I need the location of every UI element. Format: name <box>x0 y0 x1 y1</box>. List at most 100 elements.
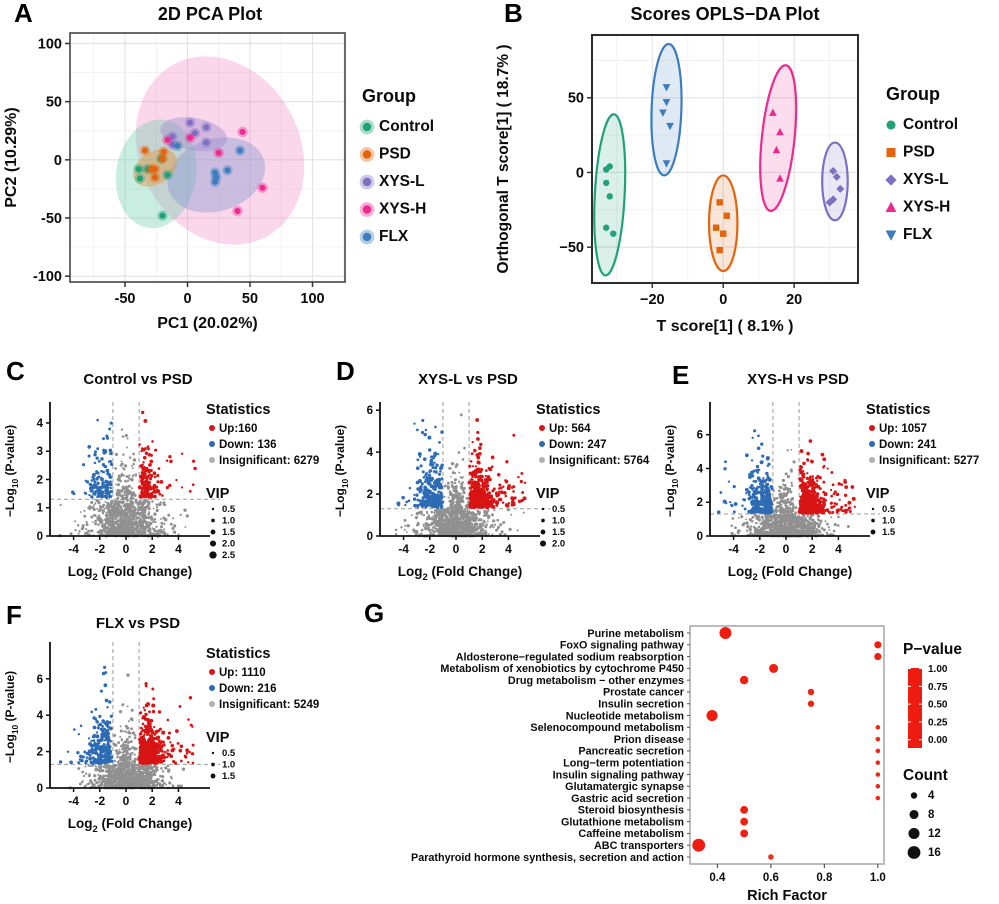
chart-title: 2D PCA Plot <box>158 4 262 24</box>
y-axis-label: PC2 (10.29%) <box>3 107 20 208</box>
pathway-label: Prostate cancer <box>603 687 685 699</box>
y-tick-label: 0 <box>697 531 703 543</box>
x-tick-label: 0.6 <box>763 872 779 884</box>
vip-value: 0.5 <box>222 504 236 515</box>
legend-label-psd: PSD <box>903 144 935 161</box>
vip-value: 1.5 <box>552 527 566 538</box>
x-tick-label: 2 <box>149 542 156 556</box>
y-tick-label: 0 <box>54 153 62 169</box>
x-tick-label: 4 <box>505 542 512 556</box>
x-tick-label: 4 <box>175 542 182 556</box>
up-points <box>797 439 857 515</box>
y-tick-label: −50 <box>559 240 584 256</box>
pathway-label: Pancreatic secretion <box>578 746 684 758</box>
colorbar-tick-label: 1.00 <box>928 664 948 675</box>
x-tick-label: 4 <box>175 794 182 808</box>
legend-label-xys-l: XYS-L <box>379 173 425 190</box>
pathway-label: Insulin secretion <box>598 699 684 711</box>
x-tick-label: -2 <box>424 542 435 556</box>
stat-up: Up: 564 <box>549 423 591 435</box>
pathway-dot <box>768 854 774 860</box>
legend-label-control: Control <box>379 118 434 135</box>
up-points <box>137 410 197 499</box>
y-tick-label: 0 <box>576 165 584 181</box>
y-tick-label: -50 <box>41 211 62 227</box>
y-tick-label: 4 <box>37 710 44 722</box>
panel-letter-e: E <box>672 360 690 390</box>
confidence-ellipses <box>593 42 849 277</box>
stat-up: Up: 1057 <box>879 423 927 435</box>
pathway-label: Nucleotide metabolism <box>566 710 684 722</box>
panel-letter-b: B <box>504 0 523 28</box>
vip-value: 1.0 <box>222 516 235 527</box>
pathway-dot <box>875 772 881 777</box>
pathway-label: Purine metabolism <box>587 628 684 640</box>
pathway-label: Aldosterone−regulated sodium reabsorptio… <box>456 651 684 663</box>
stat-down: Down: 216 <box>219 683 277 695</box>
vip-value: 1.5 <box>882 527 896 538</box>
panel-f: -4 -2 0 2 4 0 2 4 6 FLX vs PSD Log2 (Fold Change) −… <box>3 615 319 835</box>
volcano-xysh-vs-psd: -4 -2 0 2 4 0 2 4 6 XYS-H vs PSD Log2 (Fold Change… <box>663 371 979 583</box>
vip-value: 1.5 <box>222 771 236 782</box>
y-tick-label: 2 <box>37 474 43 486</box>
insignificant-points <box>68 673 186 790</box>
vip-value: 1.0 <box>882 516 895 527</box>
points-flx <box>172 140 246 188</box>
x-tick-label: 2 <box>149 794 156 808</box>
pathway-label: Caffeine metabolism <box>578 828 684 840</box>
vip-value: 2.0 <box>222 539 235 550</box>
pathway-label: Glutathione metabolism <box>561 816 684 828</box>
chart-title: XYS-L vs PSD <box>418 371 518 388</box>
count-legend-title: Count <box>903 767 948 784</box>
pathway-dot <box>740 817 749 826</box>
panel-letter-f: F <box>6 600 22 630</box>
x-tick-label: 0 <box>123 542 130 556</box>
x-tick-label: -2 <box>94 542 105 556</box>
x-tick-label: 50 <box>242 291 258 307</box>
legend-label-psd: PSD <box>379 146 411 163</box>
pathway-label: Prion disease <box>614 734 684 746</box>
up-points <box>467 418 527 510</box>
stats-legend-title: Statistics <box>866 402 930 418</box>
ellipse-psd <box>707 174 739 273</box>
pvalue-legend-title: P−value <box>903 641 962 658</box>
vip-value: 2.5 <box>222 550 236 561</box>
y-tick-label: 0 <box>37 783 43 795</box>
insignificant-points <box>394 413 525 538</box>
panel-letter-c: C <box>6 356 25 386</box>
stat-up: Up:160 <box>219 423 257 435</box>
legend-label-flx: FLX <box>379 228 409 245</box>
oplsda-plot-panel: −20 0 20 −50 0 50 Scores OPLS−DA Plot T score[1… <box>495 4 958 335</box>
legend-label-control: Control <box>903 116 958 133</box>
x-axis-label: Log2 (Fold Change) <box>68 564 193 583</box>
insignificant-points <box>730 448 850 538</box>
pvalue-legend: P−value 1.00 0.75 0.50 0.25 0.00 <box>903 641 962 748</box>
colorbar-tick-label: 0.00 <box>928 735 948 746</box>
vip-legend-title: VIP <box>536 486 560 502</box>
pathway-dot <box>875 795 881 801</box>
pathway-label: Insulin signaling pathway <box>553 769 684 781</box>
x-tick-label: -50 <box>115 291 136 307</box>
legend-label-xys-h: XYS-H <box>903 199 950 216</box>
x-axis-label: Log2 (Fold Change) <box>68 816 193 835</box>
vip-value: 2.0 <box>552 539 565 550</box>
stats-legend: Statistics Up:160 Down: 136 Insignificant: … <box>206 402 319 561</box>
pathway-label: Metabolism of xenobiotics by cytochrome … <box>440 663 684 675</box>
count-size-label: 4 <box>928 790 935 802</box>
threshold-lines <box>50 402 220 536</box>
points-xys-l <box>825 166 845 207</box>
stats-legend-title: Statistics <box>206 646 270 662</box>
x-tick-label: 20 <box>786 292 802 308</box>
x-tick-label: 1.0 <box>870 872 886 884</box>
pathway-dot <box>875 736 881 742</box>
points-xys-h <box>162 126 268 217</box>
x-tick-label: 0.4 <box>709 872 726 884</box>
ellipse-xys-h <box>759 64 798 213</box>
stats-legend: Statistics Up: 1110 Down: 216 Insignificant… <box>206 646 319 782</box>
x-tick-label: 0.8 <box>816 872 833 884</box>
vip-legend-title: VIP <box>206 486 230 502</box>
legend-title: Group <box>886 84 940 104</box>
stat-up: Up: 1110 <box>219 667 266 679</box>
x-axis-label: PC1 (20.02%) <box>157 315 258 332</box>
